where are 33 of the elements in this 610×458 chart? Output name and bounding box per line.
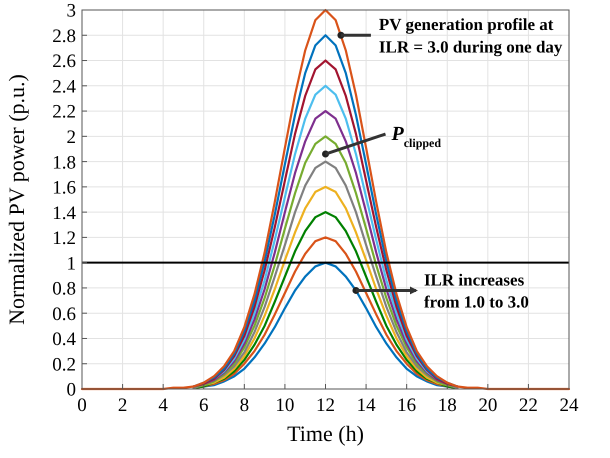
y-tick-label: 0.2 — [52, 354, 76, 376]
x-tick-label: 22 — [518, 395, 538, 416]
x-tick-label: 16 — [397, 395, 416, 416]
x-tick-label: 12 — [316, 395, 335, 416]
y-tick-label: 1.8 — [52, 152, 76, 174]
annotation: PV generation profile at ILR = 3.0 during one day — [378, 15, 563, 56]
annotation: ILR increases from 1.0 to 3.0 — [424, 270, 529, 312]
x-tick-label: 4 — [158, 395, 168, 416]
y-tick-label: 0.6 — [52, 304, 76, 325]
x-axis-title: Time (h) — [287, 421, 364, 446]
y-tick-label: 2.4 — [52, 76, 76, 98]
x-tick-label: 20 — [478, 395, 498, 416]
y-tick-label: 1.6 — [52, 178, 76, 199]
y-tick-label: 2 — [66, 126, 76, 148]
y-tick-label: 3 — [66, 0, 76, 22]
y-tick-label: 1.2 — [52, 228, 76, 250]
y-tick-label: 0.4 — [52, 329, 76, 350]
x-tick-label: 6 — [199, 395, 208, 416]
y-tick-label: 0 — [66, 380, 76, 401]
x-tick-label: 8 — [240, 395, 250, 416]
annotation: P$_{clipped}$ — [390, 122, 442, 150]
y-tick-label: 2.2 — [52, 102, 76, 123]
x-tick-label: 24 — [560, 395, 579, 416]
y-tick-label: 1.4 — [52, 202, 76, 224]
y-tick-label: 2.8 — [52, 26, 76, 47]
y-axis-title: Normalized PV power (p.u.) — [4, 74, 29, 325]
y-tick-label: 1 — [66, 253, 76, 274]
y-tick-label: 0.8 — [52, 278, 76, 300]
x-tick-label: 10 — [275, 395, 294, 416]
x-tick-label: 2 — [118, 395, 128, 416]
x-tick-label: 14 — [356, 395, 376, 416]
y-tick-label: 2.6 — [52, 51, 76, 72]
x-tick-label: 18 — [438, 395, 457, 416]
